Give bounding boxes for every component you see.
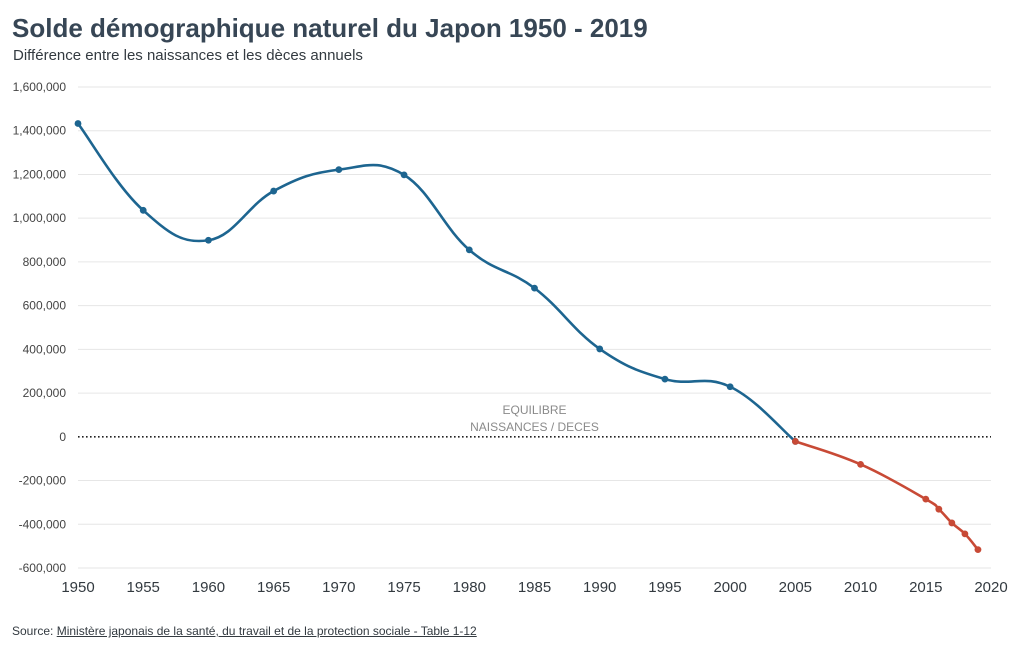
x-tick-label: 1995 [648,579,681,596]
x-tick-label: 1980 [453,579,486,596]
data-point [335,166,343,174]
data-point [596,345,604,353]
x-tick-label: 2010 [844,579,877,596]
x-tick-label: 1950 [61,579,94,596]
y-tick-label: 1,200,000 [13,167,67,181]
data-point [922,495,930,503]
chart-header: Solde démographique naturel du Japon 195… [12,12,1008,66]
data-point [205,236,212,244]
annotation-label: NAISSANCES / DECES [470,420,599,434]
y-tick-label: 400,000 [23,342,67,356]
data-point [948,519,956,527]
y-tick-label: 1,600,000 [13,80,67,94]
data-point [791,438,799,445]
x-tick-label: 2015 [909,579,942,596]
source-note: Source: Ministère japonais de la santé, … [12,624,477,638]
x-tick-label: 1975 [387,579,420,596]
data-point [661,375,669,383]
y-tick-label: -600,000 [19,561,67,575]
y-tick-label: 1,000,000 [13,211,67,225]
y-tick-label: -200,000 [19,474,67,488]
chart-title: Solde démographique naturel du Japon 195… [12,13,648,43]
x-tick-label: 2020 [974,579,1007,596]
y-tick-label: 600,000 [23,299,67,313]
x-tick-label: 1955 [127,579,160,596]
x-tick-label: 2000 [713,579,746,596]
y-tick-label: -400,000 [19,517,67,531]
series-lines [76,122,980,551]
data-point [935,505,943,513]
chart-subtitle: Différence entre les naissances et les d… [13,47,363,64]
data-point [139,206,147,214]
chart-area: -600,000 -400,000 -200,000 0 200,000 400,000 6… [0,72,1020,612]
data-point [857,460,864,468]
x-tick-label: 1985 [518,579,551,596]
data-points [74,120,982,554]
source-label: Source: [12,624,54,638]
series-line-1 [76,122,797,443]
series-line-2 [794,440,980,551]
data-point [465,246,473,254]
data-point [74,120,82,127]
x-tick-label: 1990 [583,579,616,596]
y-tick-label: 800,000 [23,255,67,269]
y-tick-label: 1,400,000 [13,124,67,138]
x-tick-label: 1960 [192,579,225,596]
y-tick-label: 200,000 [23,386,67,400]
x-tick-label: 1965 [257,579,290,596]
annotation-label: EQUILIBRE [502,403,566,417]
data-point [726,383,734,391]
data-point [531,284,538,292]
y-tick-label: 0 [59,430,66,444]
x-tick-label: 1970 [322,579,355,596]
line-chart: -600,000 -400,000 -200,000 0 200,000 400,000 6… [13,80,1008,596]
data-point [961,530,969,538]
data-point [974,546,982,554]
source-link[interactable]: Ministère japonais de la santé, du trava… [56,624,477,638]
grid-lines [78,86,991,569]
x-tick-label: 2005 [779,579,812,596]
annotations: EQUILIBRE NAISSANCES / DECES [470,403,599,434]
y-axis: -600,000 -400,000 -200,000 0 200,000 400,000 6… [13,80,67,575]
x-axis: 1950 1955 1960 1965 1970 1975 1980 1985 1990 1995… [61,579,1007,596]
data-point [400,171,408,179]
data-point [270,187,278,195]
